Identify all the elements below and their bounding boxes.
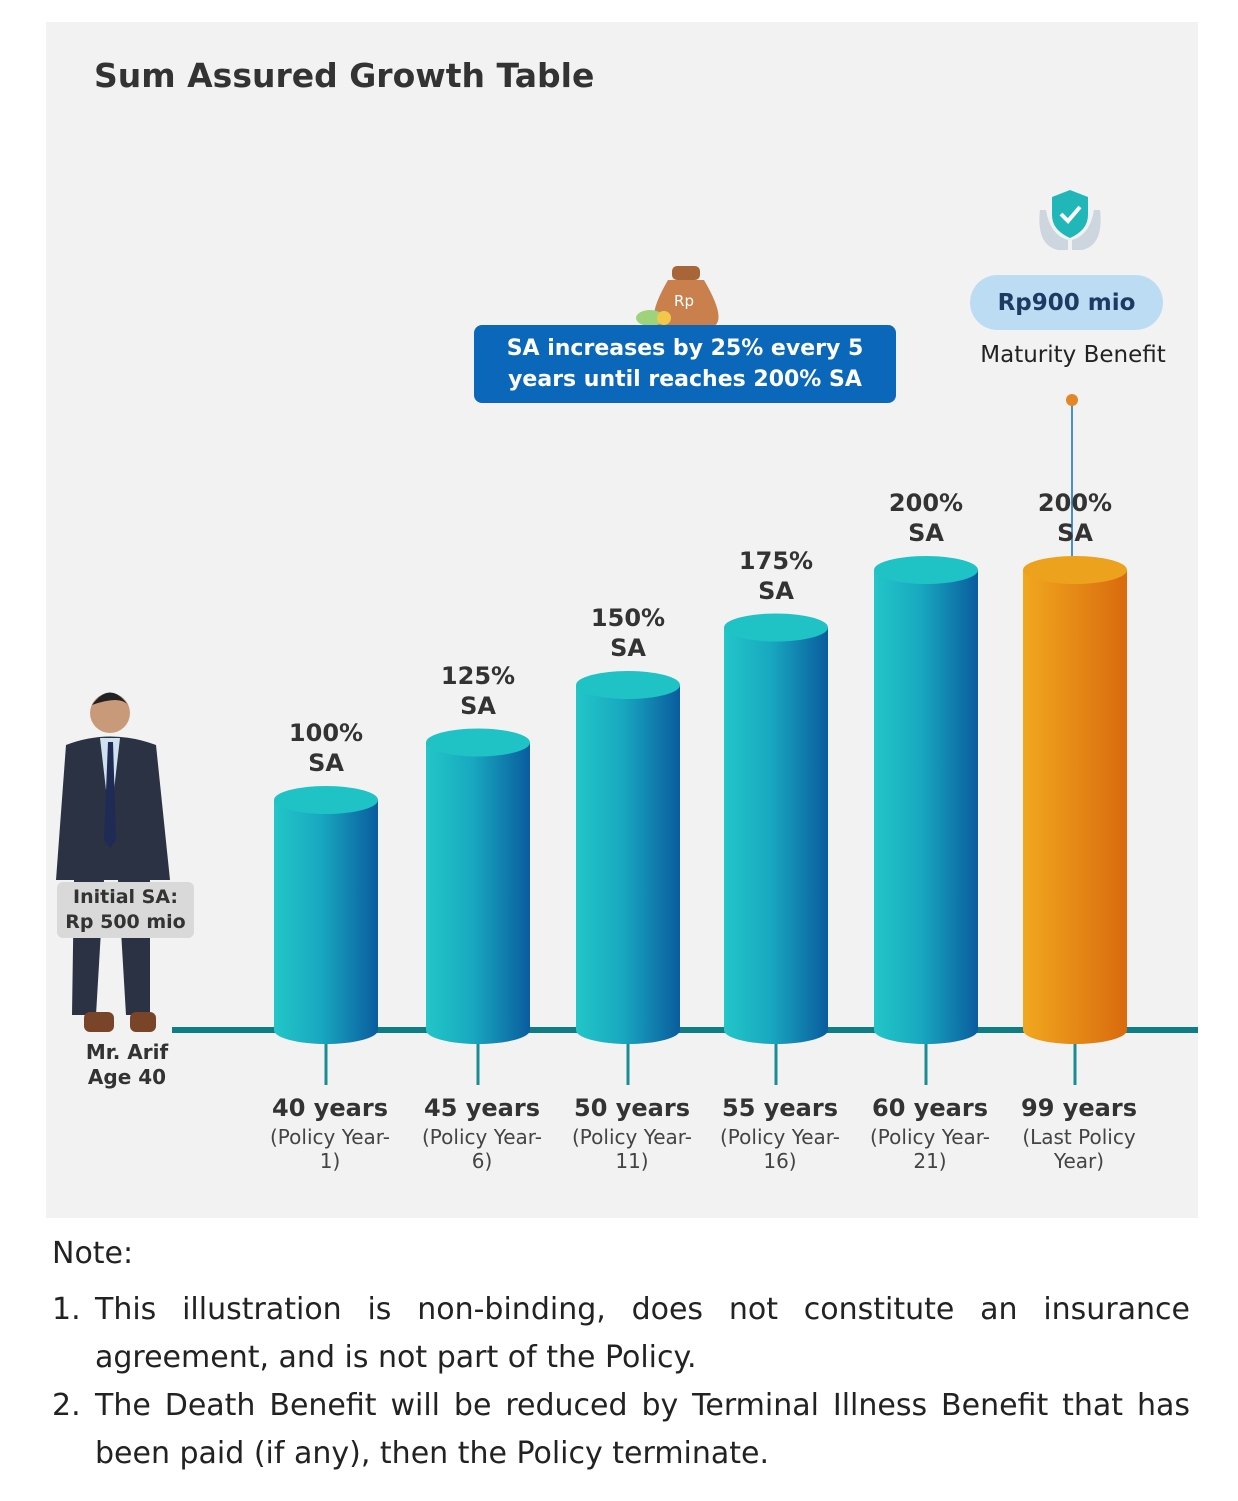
initial-sa: Initial SA: Rp 500 mio [57, 882, 194, 938]
bar [1023, 570, 1127, 1030]
bar-top [724, 613, 828, 642]
note-item: 1. This illustration is non-binding, doe… [52, 1286, 1190, 1382]
note-heading: Note: [52, 1236, 134, 1271]
bar [426, 742, 530, 1030]
x-tick-detail: (Policy Year-11) [572, 1125, 692, 1173]
note-text: This illustration is non-binding, does n… [95, 1292, 1190, 1375]
note-number: 1. [52, 1292, 81, 1327]
x-tick-detail: (Last Policy Year) [1022, 1125, 1136, 1173]
chart-title: Sum Assured Growth Table [94, 56, 595, 95]
note-item: 2. The Death Benefit will be reduced by … [52, 1382, 1190, 1478]
value-label: 125% SA [440, 661, 516, 720]
bar-top [874, 556, 978, 584]
value-label: 100% SA [288, 719, 364, 777]
value-label: 150% SA [590, 604, 666, 662]
note-number: 2. [52, 1388, 81, 1423]
value-label: 200% SA [1037, 489, 1113, 547]
x-tick-label: 99 years [1021, 1094, 1137, 1122]
x-tick-detail: (Policy Year-16) [720, 1125, 840, 1173]
x-tick-label: 60 years [872, 1094, 988, 1122]
svg-text:Rp: Rp [674, 292, 694, 310]
note-text: The Death Benefit will be reduced by Ter… [95, 1388, 1190, 1471]
shield-icon [1039, 190, 1101, 250]
person-label: Mr. Arif Age 40 [85, 1040, 169, 1089]
bar-top [426, 728, 530, 757]
bar-top [576, 671, 680, 699]
bar-top [1023, 556, 1127, 584]
x-tick-label: 40 years [272, 1094, 388, 1122]
connector-dot [1066, 394, 1078, 406]
bar [724, 627, 828, 1030]
x-tick-detail: (Policy Year-21) [870, 1125, 990, 1173]
money-bag-icon: Rp [636, 266, 719, 328]
bar [874, 570, 978, 1030]
x-tick-label: 45 years [424, 1094, 540, 1122]
x-tick-label: 55 years [722, 1094, 838, 1122]
value-label: 175% SA [738, 546, 814, 605]
value-label: 200% SA [888, 489, 964, 547]
x-tick-detail: (Policy Year-6) [422, 1125, 542, 1173]
maturity-amount: Rp900 mio [970, 275, 1163, 330]
bar [576, 685, 680, 1030]
callout: SA increases by 25% every 5 years until … [474, 325, 896, 403]
maturity-label: Maturity Benefit [980, 342, 1166, 368]
bar [274, 800, 378, 1030]
x-tick-detail: (Policy Year-1) [270, 1125, 390, 1173]
x-tick-label: 50 years [574, 1094, 690, 1122]
bar-top [274, 786, 378, 814]
person-figure [56, 692, 170, 1032]
